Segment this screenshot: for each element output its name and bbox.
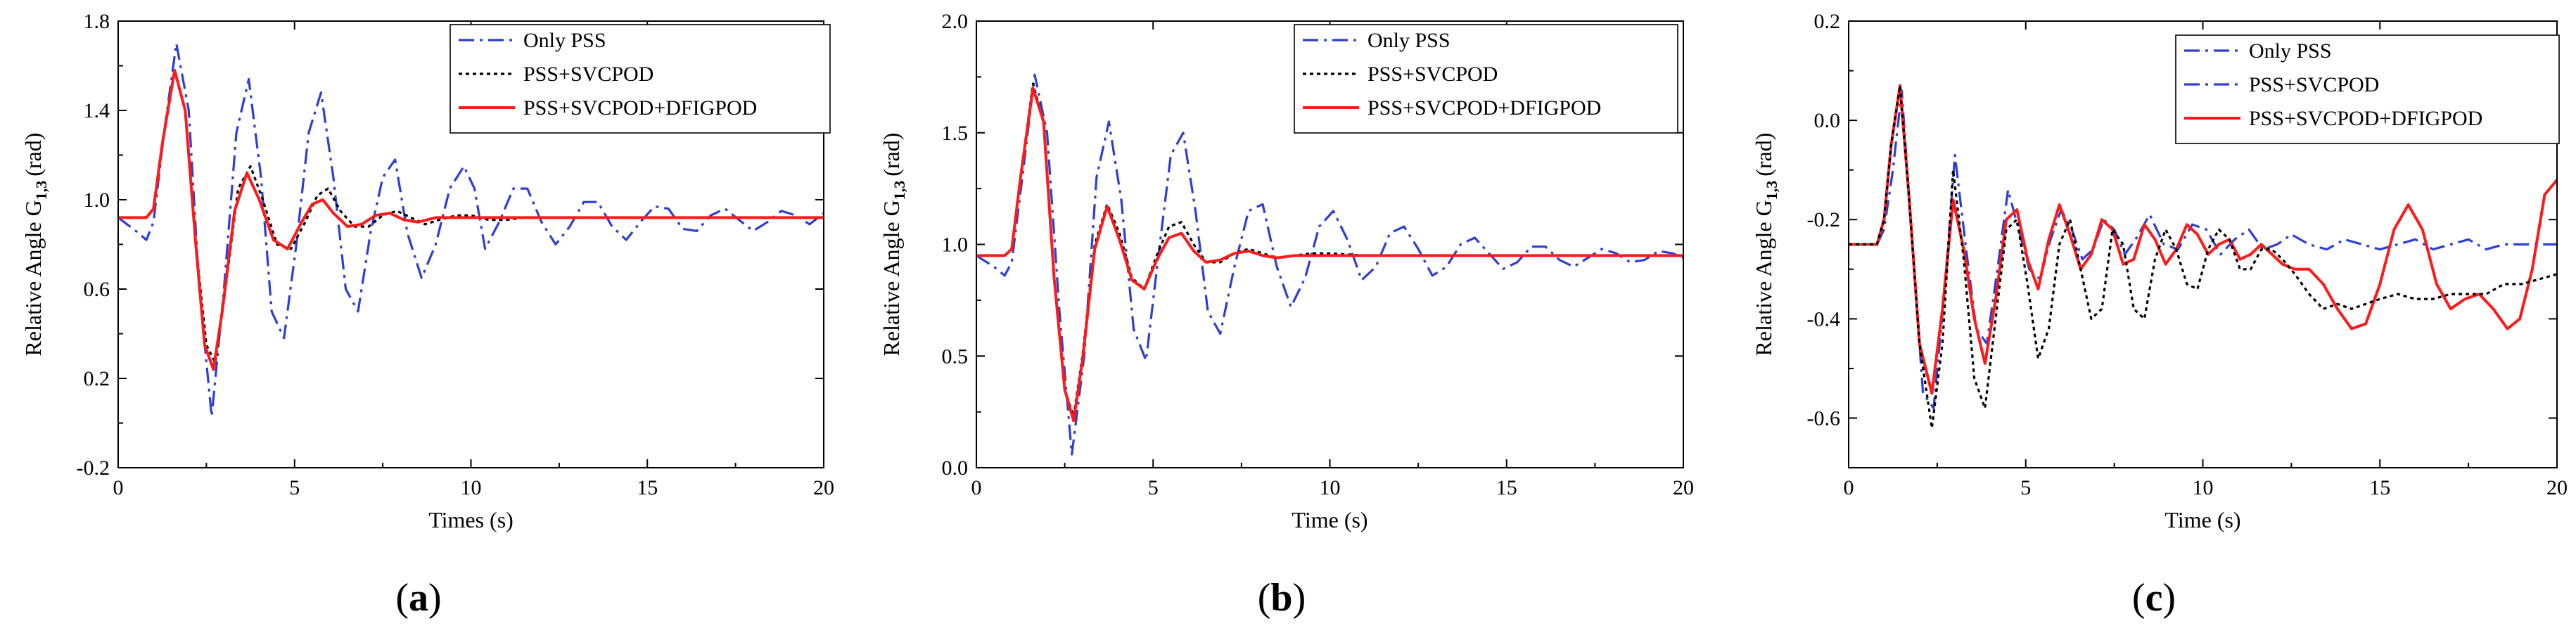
y-axis-title: Relative Angle G1,3(rad)	[1751, 133, 1780, 357]
y-tick-label: 1.0	[942, 234, 969, 257]
x-tick-label: 10	[1320, 476, 1341, 499]
legend-box	[1294, 24, 1678, 134]
x-tick-label: 15	[637, 476, 658, 499]
y-tick-label: 0.2	[84, 367, 110, 390]
legend-label: Only PSS	[523, 29, 606, 52]
y-tick-label: 2.0	[942, 10, 969, 33]
series-line-4	[1849, 84, 2557, 430]
y-tick-label: 0.2	[1814, 10, 1841, 33]
series-line-3	[118, 68, 824, 371]
legend-box	[2175, 34, 2560, 144]
series-line-1	[118, 42, 824, 418]
y-axis-title: Relative Angle G1,3(rad)	[879, 133, 908, 357]
x-tick-label: 20	[2546, 476, 2568, 499]
legend-label: PSS+SVCPOD+DFIGPOD	[1367, 96, 1601, 120]
x-tick-label: 0	[1844, 476, 1854, 499]
y-tick-label: 1.0	[84, 188, 110, 212]
legend-label: Only PSS	[1367, 29, 1450, 52]
x-tick-label: 10	[461, 476, 482, 499]
y-tick-label: -0.2	[1807, 208, 1841, 231]
x-tick-label: 0	[113, 476, 124, 499]
panel-label: (a)	[395, 576, 441, 620]
y-tick-label: 0.0	[942, 456, 969, 480]
x-tick-label: 5	[289, 476, 300, 499]
x-tick-label: 10	[2193, 476, 2214, 499]
chart-panel-c: 0 5 10 15 20 -0.6 -0.4 -0.2 0.0 0.2 Time (s) Relati…	[1751, 10, 2568, 620]
series-line-1	[976, 73, 1683, 456]
legend: Only PSS PSS+SVCPOD PSS+SVCPOD+DFIGPOD	[449, 24, 831, 134]
x-tick-label: 20	[813, 476, 834, 499]
legend: Only PSS PSS+SVCPOD PSS+SVCPOD+DFIGPOD	[1294, 24, 1678, 134]
series-line-2	[118, 69, 824, 364]
x-tick-label: 5	[2020, 476, 2031, 499]
x-axis-title: Time (s)	[2164, 507, 2240, 532]
legend-box	[449, 24, 831, 134]
legend-label: PSS+SVCPOD	[2249, 73, 2379, 96]
y-tick-label: 0.0	[1814, 109, 1841, 132]
chart-panel-b: 0 5 10 15 20 0.0 0.5 1.0 1.5 2.0 Time (s) Relative …	[879, 10, 1694, 620]
panel-label: (b)	[1258, 576, 1306, 620]
legend-label: PSS+SVCPOD	[523, 63, 653, 86]
legend-label: Only PSS	[2249, 39, 2332, 63]
y-tick-label: 1.5	[942, 122, 969, 145]
legend-label: PSS+SVCPOD+DFIGPOD	[523, 96, 757, 120]
x-tick-label: 0	[971, 476, 982, 499]
y-tick-label: 0.6	[84, 278, 110, 301]
x-axis-title: Time (s)	[1292, 507, 1367, 532]
y-tick-label: -0.4	[1807, 307, 1841, 331]
x-axis-title: Times (s)	[428, 507, 514, 532]
y-tick-label: -0.6	[1807, 407, 1841, 430]
x-tick-label: 5	[1148, 476, 1159, 499]
x-tick-label: 15	[2369, 476, 2390, 499]
legend-label: PSS+SVCPOD+DFIGPOD	[2249, 107, 2482, 130]
y-tick-label: -0.2	[77, 456, 110, 480]
legend-label: PSS+SVCPOD	[1367, 63, 1498, 86]
chart-panel-a: 0 5 10 15 20 -0.2 0.2 0.6 1.0 1.4 1.8 Times (s) Rela…	[20, 10, 834, 620]
x-tick-label: 20	[1673, 476, 1694, 499]
y-tick-label: 1.4	[84, 99, 110, 122]
y-tick-label: 1.8	[84, 10, 110, 33]
y-tick-label: 0.5	[942, 345, 969, 368]
x-tick-label: 15	[1496, 476, 1517, 499]
series-line-3	[976, 87, 1683, 423]
panel-label: (c)	[2132, 576, 2176, 620]
y-axis-title: Relative Angle G1,3(rad)	[20, 133, 50, 357]
legend: Only PSS PSS+SVCPOD PSS+SVCPOD+DFIGPOD	[2175, 34, 2560, 144]
